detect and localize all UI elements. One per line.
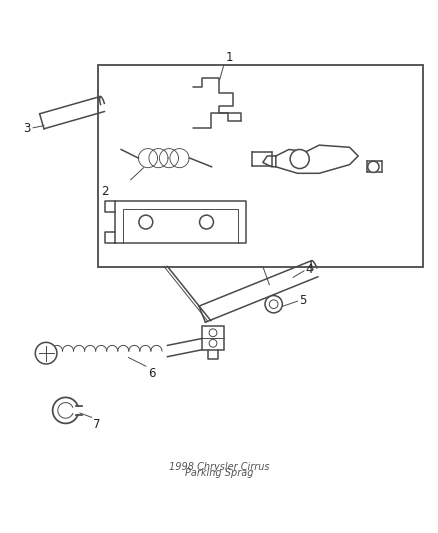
Text: 3: 3 xyxy=(23,122,30,135)
Circle shape xyxy=(138,215,152,229)
Text: 6: 6 xyxy=(148,367,155,381)
Text: 1998 Chrysler Cirrus: 1998 Chrysler Cirrus xyxy=(169,463,269,472)
Circle shape xyxy=(199,215,213,229)
Text: 2: 2 xyxy=(101,185,109,198)
Bar xyxy=(201,326,224,350)
Bar xyxy=(98,65,422,266)
Text: 1: 1 xyxy=(226,51,233,63)
Text: 7: 7 xyxy=(93,418,100,431)
Circle shape xyxy=(208,329,216,337)
Text: 5: 5 xyxy=(298,294,305,307)
Text: Parking Sprag: Parking Sprag xyxy=(185,468,253,478)
Text: 4: 4 xyxy=(304,263,312,277)
Circle shape xyxy=(35,342,57,364)
Circle shape xyxy=(208,340,216,347)
Circle shape xyxy=(269,300,277,309)
Circle shape xyxy=(367,161,378,173)
Circle shape xyxy=(265,295,282,313)
Circle shape xyxy=(290,149,308,168)
